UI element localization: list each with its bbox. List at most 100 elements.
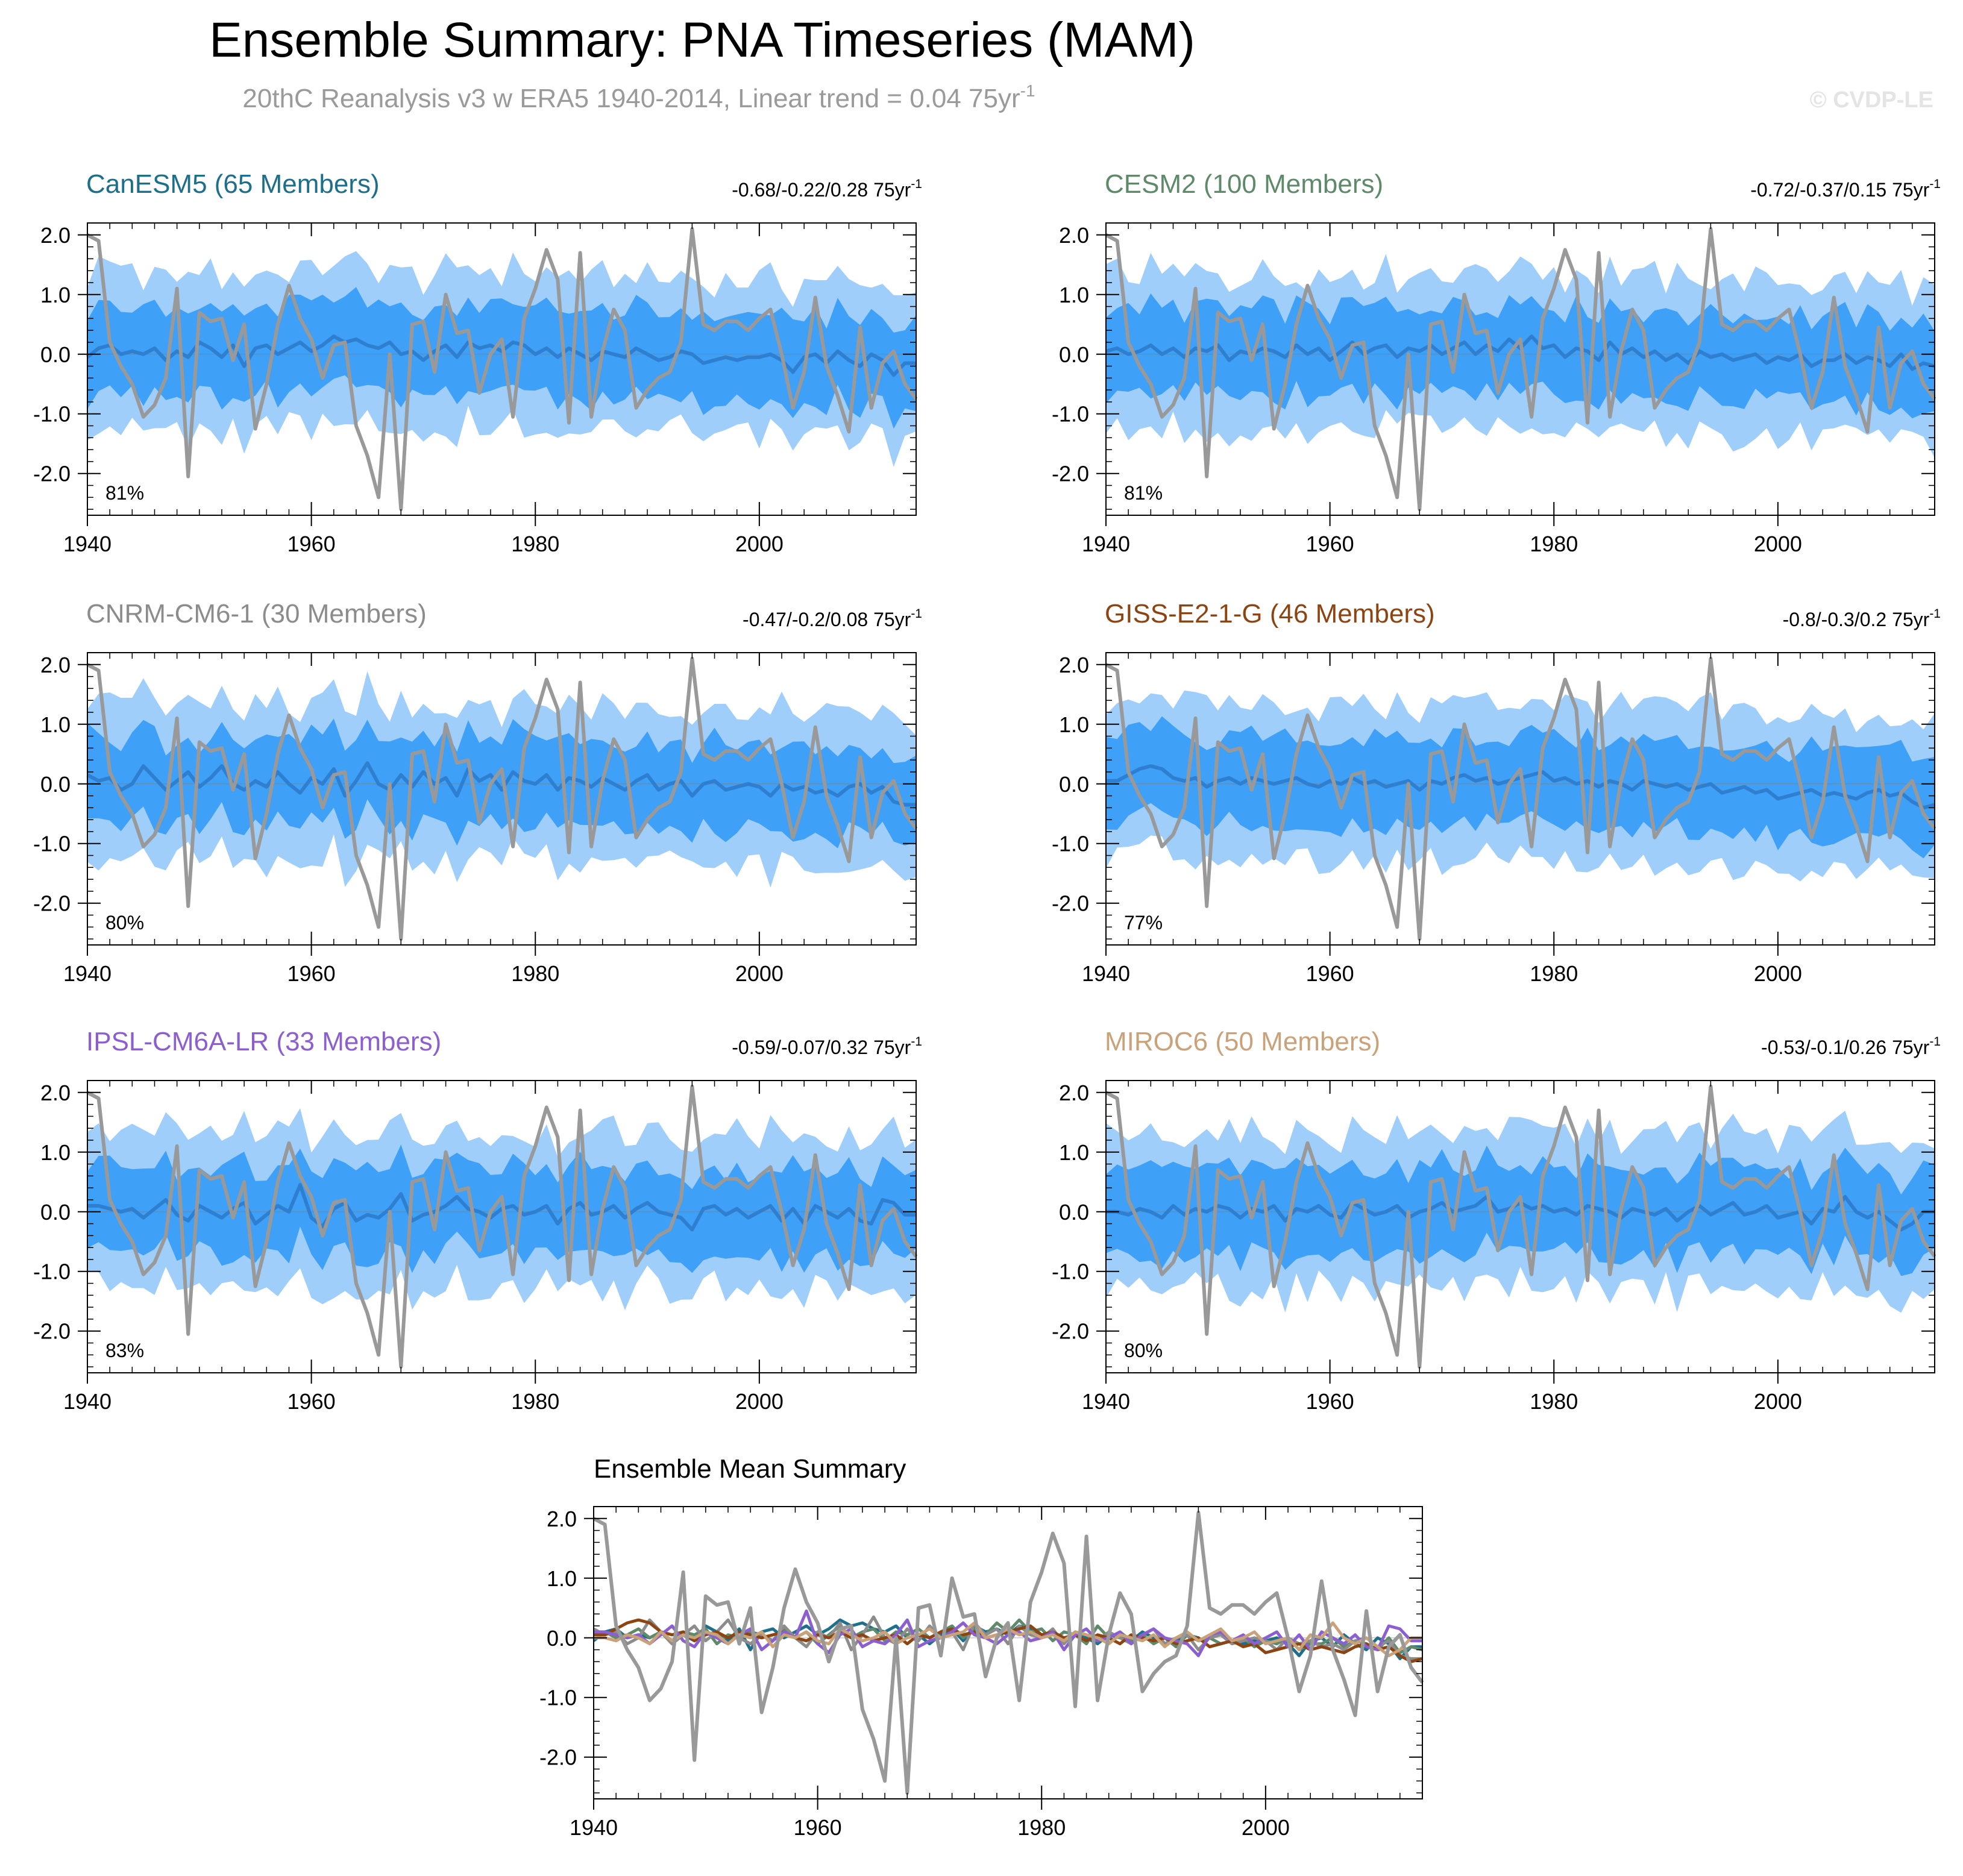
x-tick-label: 1940 xyxy=(1082,532,1130,556)
trend-label-sup: -1 xyxy=(1929,1035,1941,1049)
trend-label: -0.68/-0.22/0.28 75yr-1 xyxy=(732,177,922,201)
y-tick-label: 0.0 xyxy=(547,1626,577,1651)
y-tick-label: -1.0 xyxy=(33,1260,71,1284)
y-tick-label: -1.0 xyxy=(1052,402,1089,427)
inner-spread-band xyxy=(1106,1145,1935,1276)
y-tick-label: 1.0 xyxy=(1059,712,1089,737)
y-tick-label: 2.0 xyxy=(1059,1081,1089,1105)
y-tick-label: -2.0 xyxy=(539,1745,577,1770)
percent-label: 80% xyxy=(1124,1340,1163,1361)
y-tick-label: -1.0 xyxy=(33,402,71,427)
percent-label: 81% xyxy=(105,482,144,504)
y-tick-label: 2.0 xyxy=(40,1081,71,1105)
y-tick-label: -1.0 xyxy=(1052,832,1089,856)
x-tick-label: 1980 xyxy=(511,532,559,556)
y-tick-label: 2.0 xyxy=(1059,223,1089,248)
plot-frame-6 xyxy=(593,1506,1423,1799)
x-tick-label: 1940 xyxy=(63,961,111,986)
observations-line xyxy=(86,1084,918,1369)
x-tick-label: 1940 xyxy=(63,532,111,556)
x-tick-label: 1960 xyxy=(1306,532,1354,556)
x-tick-label: 2000 xyxy=(1242,1815,1290,1840)
y-tick-label: 0.0 xyxy=(1059,772,1089,797)
y-tick-label: 2.0 xyxy=(40,653,71,677)
y-tick-label: -2.0 xyxy=(1052,891,1089,916)
y-tick-label: 1.0 xyxy=(1059,283,1089,307)
x-tick-label: 1940 xyxy=(570,1815,618,1840)
trend-label: -0.59/-0.07/0.32 75yr-1 xyxy=(732,1035,922,1058)
plot-frame-3 xyxy=(1105,652,1935,946)
y-tick-label: -2.0 xyxy=(33,891,71,916)
trend-label-sup: -1 xyxy=(1929,177,1941,191)
panel-5: 2.0 1.0 0.0 -1.0 -2.0 1940 1960 1980 2000 MIROC6 … xyxy=(1052,1027,1941,1414)
plot-frame-2 xyxy=(87,652,917,946)
trend-label-text: -0.8/-0.3/0.2 75yr xyxy=(1783,609,1930,630)
x-tick-label: 2000 xyxy=(1754,1389,1802,1414)
watermark: © CVDP-LE xyxy=(1810,87,1933,113)
panel-title: IPSL-CM6A-LR (33 Members) xyxy=(86,1027,441,1056)
x-tick-label: 1960 xyxy=(287,961,336,986)
trend-label-sup: -1 xyxy=(911,607,922,621)
observations-line xyxy=(592,1510,1424,1795)
y-tick-label: 1.0 xyxy=(40,1140,71,1165)
x-tick-label: 1940 xyxy=(1082,961,1130,986)
panel-3: 2.0 1.0 0.0 -1.0 -2.0 1940 1960 1980 2000 GISS-E2… xyxy=(1052,599,1941,986)
trend-label-sup: -1 xyxy=(911,1035,922,1049)
observations-line xyxy=(86,656,918,941)
percent-label: 81% xyxy=(1124,482,1163,504)
y-tick-label: 0.0 xyxy=(1059,342,1089,367)
plot-frame-5 xyxy=(1105,1080,1935,1373)
y-tick-label: 0.0 xyxy=(40,342,71,367)
ensemble-mean-line xyxy=(86,761,916,807)
panel-title: MIROC6 (50 Members) xyxy=(1105,1027,1380,1056)
panel-title: CNRM-CM6-1 (30 Members) xyxy=(86,599,427,629)
x-tick-label: 1960 xyxy=(1306,961,1354,986)
panel-title: CESM2 (100 Members) xyxy=(1105,169,1383,199)
y-tick-label: 0.0 xyxy=(40,772,71,797)
trend-label-text: -0.68/-0.22/0.28 75yr xyxy=(732,179,911,201)
y-tick-label: 1.0 xyxy=(40,283,71,307)
panel-4: 2.0 1.0 0.0 -1.0 -2.0 1940 1960 1980 2000 IPSL-CM… xyxy=(33,1027,922,1414)
inner-spread-band xyxy=(1106,716,1935,859)
x-tick-label: 2000 xyxy=(1754,532,1802,556)
y-tick-label: 2.0 xyxy=(1059,653,1089,677)
trend-label-text: -0.47/-0.2/0.08 75yr xyxy=(743,609,911,630)
plot-frame-4 xyxy=(87,1080,917,1373)
x-tick-label: 1980 xyxy=(1530,532,1578,556)
trend-label: -0.47/-0.2/0.08 75yr-1 xyxy=(743,607,922,630)
y-tick-label: -1.0 xyxy=(33,832,71,856)
y-tick-label: 1.0 xyxy=(547,1566,577,1591)
trend-label: -0.72/-0.37/0.15 75yr-1 xyxy=(1750,177,1941,201)
y-tick-label: 2.0 xyxy=(547,1507,577,1531)
y-tick-label: -1.0 xyxy=(539,1686,577,1710)
y-tick-label: -1.0 xyxy=(1052,1260,1089,1284)
inner-spread-band xyxy=(87,287,916,429)
y-tick-label: 1.0 xyxy=(40,712,71,737)
inner-spread-band xyxy=(1106,293,1935,419)
panel-2: 2.0 1.0 0.0 -1.0 -2.0 1940 1960 1980 2000 CNRM-CM… xyxy=(33,599,922,986)
inner-spread-band xyxy=(87,718,916,849)
x-tick-label: 1980 xyxy=(1530,1389,1578,1414)
y-tick-label: -2.0 xyxy=(1052,1319,1089,1344)
trend-label: -0.8/-0.3/0.2 75yr-1 xyxy=(1783,607,1941,630)
y-tick-label: 2.0 xyxy=(40,223,71,248)
figure-subtitle-sup: -1 xyxy=(1020,81,1035,100)
percent-label: 83% xyxy=(105,1340,144,1361)
y-tick-label: 0.0 xyxy=(40,1200,71,1225)
x-tick-label: 1960 xyxy=(287,1389,336,1414)
x-tick-label: 1940 xyxy=(1082,1389,1130,1414)
x-tick-label: 1980 xyxy=(511,961,559,986)
x-tick-label: 1960 xyxy=(287,532,336,556)
percent-label: 80% xyxy=(105,912,144,933)
figure-title: Ensemble Summary: PNA Timeseries (MAM) xyxy=(209,13,1195,67)
x-tick-label: 2000 xyxy=(735,532,784,556)
trend-label-text: -0.53/-0.1/0.26 75yr xyxy=(1761,1037,1930,1058)
x-tick-label: 1960 xyxy=(1306,1389,1354,1414)
x-tick-label: 1980 xyxy=(1017,1815,1066,1840)
observations-line xyxy=(1105,656,1936,941)
trend-label: -0.53/-0.1/0.26 75yr-1 xyxy=(1761,1035,1941,1058)
figure-subtitle-text: 20thC Reanalysis v3 w ERA5 1940-2014, Li… xyxy=(242,84,1020,113)
x-tick-label: 1940 xyxy=(63,1389,111,1414)
observations-line xyxy=(86,227,918,512)
